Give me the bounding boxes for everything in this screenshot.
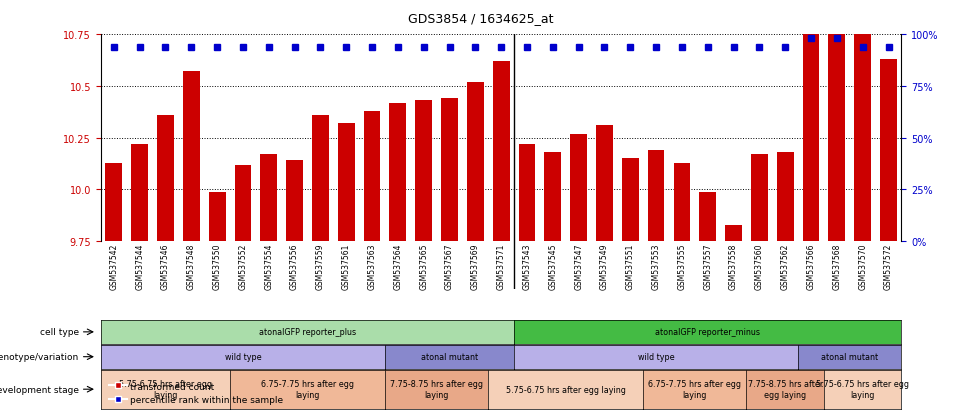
Text: GSM537555: GSM537555: [678, 243, 686, 290]
Legend: transformed count, percentile rank within the sample: transformed count, percentile rank withi…: [106, 378, 286, 408]
Text: GSM537557: GSM537557: [703, 243, 712, 290]
Bar: [338, 124, 355, 242]
Bar: [674, 163, 690, 242]
Text: GDS3854 / 1634625_at: GDS3854 / 1634625_at: [407, 12, 554, 25]
Text: GSM537548: GSM537548: [186, 243, 196, 289]
Text: GSM537556: GSM537556: [290, 243, 299, 290]
Bar: [157, 116, 174, 242]
Bar: [700, 192, 716, 242]
Bar: [132, 145, 148, 242]
Text: 5.75-6.75 hrs after egg
laying: 5.75-6.75 hrs after egg laying: [816, 380, 909, 399]
Text: wild type: wild type: [225, 352, 261, 361]
Bar: [622, 159, 639, 242]
Bar: [596, 126, 613, 242]
Bar: [389, 103, 407, 242]
Text: 7.75-8.75 hrs after egg
laying: 7.75-8.75 hrs after egg laying: [390, 380, 483, 399]
Text: GSM537551: GSM537551: [626, 243, 635, 289]
Text: GSM537565: GSM537565: [419, 243, 429, 290]
Bar: [519, 145, 535, 242]
Text: GSM537570: GSM537570: [858, 243, 867, 290]
Text: GSM537561: GSM537561: [342, 243, 351, 289]
Text: GSM537550: GSM537550: [212, 243, 222, 290]
Bar: [183, 72, 200, 242]
Bar: [776, 153, 794, 242]
Text: atonalGFP reporter_minus: atonalGFP reporter_minus: [655, 328, 760, 337]
Bar: [648, 151, 664, 242]
Bar: [493, 62, 509, 242]
Bar: [802, 17, 820, 242]
Text: GSM537543: GSM537543: [523, 243, 531, 290]
Text: GSM537563: GSM537563: [367, 243, 377, 290]
Text: GSM537552: GSM537552: [238, 243, 247, 289]
Text: GSM537567: GSM537567: [445, 243, 454, 290]
Bar: [260, 155, 277, 242]
Bar: [209, 192, 226, 242]
Text: GSM537554: GSM537554: [264, 243, 273, 290]
Text: GSM537560: GSM537560: [755, 243, 764, 290]
Bar: [570, 134, 587, 242]
Bar: [726, 225, 742, 242]
Text: GSM537547: GSM537547: [574, 243, 583, 290]
Bar: [545, 153, 561, 242]
Text: GSM537544: GSM537544: [136, 243, 144, 290]
Text: GSM537569: GSM537569: [471, 243, 480, 290]
Text: GSM537545: GSM537545: [549, 243, 557, 290]
Bar: [441, 99, 457, 242]
Text: atonalGFP reporter_plus: atonalGFP reporter_plus: [259, 328, 357, 337]
Bar: [854, 2, 871, 242]
Text: GSM537549: GSM537549: [600, 243, 609, 290]
Text: 5.75-6.75 hrs after egg laying: 5.75-6.75 hrs after egg laying: [505, 385, 626, 394]
Bar: [106, 163, 122, 242]
Text: atonal mutant: atonal mutant: [421, 352, 478, 361]
Text: 6.75-7.75 hrs after egg
laying: 6.75-7.75 hrs after egg laying: [649, 380, 741, 399]
Text: cell type: cell type: [39, 328, 79, 337]
Text: development stage: development stage: [0, 385, 79, 394]
Bar: [828, 0, 846, 242]
Text: GSM537542: GSM537542: [110, 243, 118, 289]
Text: genotype/variation: genotype/variation: [0, 352, 79, 361]
Text: GSM537564: GSM537564: [393, 243, 403, 290]
Text: atonal mutant: atonal mutant: [822, 352, 878, 361]
Text: GSM537546: GSM537546: [160, 243, 170, 290]
Text: 7.75-8.75 hrs after
egg laying: 7.75-8.75 hrs after egg laying: [748, 380, 823, 399]
Bar: [286, 161, 303, 242]
Text: GSM537571: GSM537571: [497, 243, 505, 289]
Text: GSM537566: GSM537566: [806, 243, 816, 290]
Bar: [363, 112, 381, 242]
Text: GSM537572: GSM537572: [884, 243, 893, 289]
Text: GSM537562: GSM537562: [780, 243, 790, 289]
Text: wild type: wild type: [638, 352, 675, 361]
Bar: [234, 165, 252, 242]
Bar: [312, 116, 329, 242]
Text: GSM537558: GSM537558: [729, 243, 738, 289]
Bar: [467, 83, 483, 242]
Text: GSM537568: GSM537568: [832, 243, 842, 289]
Bar: [751, 155, 768, 242]
Text: 5.75-6.75 hrs after egg
laying: 5.75-6.75 hrs after egg laying: [119, 380, 212, 399]
Text: GSM537559: GSM537559: [316, 243, 325, 290]
Bar: [415, 101, 432, 242]
Text: GSM537553: GSM537553: [652, 243, 660, 290]
Bar: [880, 60, 897, 242]
Text: 6.75-7.75 hrs after egg
laying: 6.75-7.75 hrs after egg laying: [261, 380, 354, 399]
